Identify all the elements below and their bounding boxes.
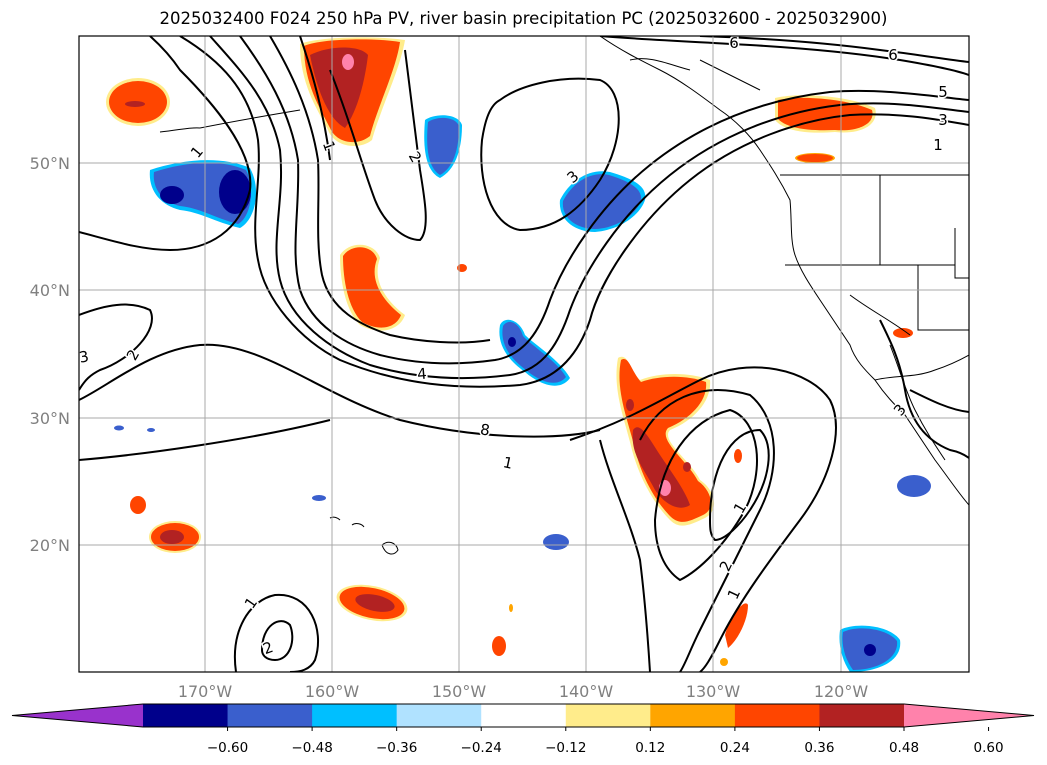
colorbar-outline (11, 703, 1035, 728)
precip-blob-positive (509, 604, 513, 612)
lat-label-20n: 20°N (30, 536, 70, 555)
colorbar: −0.60 −0.48 −0.36 −0.24 −0.12 0.12 0.24 0.36 0.4… (11, 703, 1035, 756)
lon-label-160w: 160°W (305, 682, 360, 701)
gridlines (79, 36, 969, 672)
contour-label: 1 (933, 136, 943, 154)
colorbar-bin (734, 704, 820, 727)
lon-label-120w: 120°W (814, 682, 869, 701)
map-frame (78, 35, 970, 673)
precip-blob-positive (492, 636, 506, 656)
precip-blob-negative (147, 428, 155, 432)
lat-label-50n: 50°N (30, 154, 70, 173)
contour-label: 8 (479, 420, 491, 439)
colorbar-bin (481, 704, 567, 727)
precip-blob-negative (114, 425, 124, 431)
colorbar-extend-low (12, 704, 143, 727)
colorbar-bin (227, 704, 313, 727)
precip-blob-positive (616, 356, 715, 526)
colorbar-bin (396, 704, 482, 727)
contour-label: 5 (938, 83, 948, 101)
precip-blob-negative (312, 495, 326, 501)
precip-blob-negative (424, 115, 462, 178)
precip-blob-negative (499, 319, 570, 386)
colorbar-tick-label: 0.60 (974, 740, 1004, 756)
longitude-labels: 170°W 160°W 150°W 140°W 130°W 120°W (178, 682, 869, 701)
precip-blob-negative (897, 475, 931, 497)
colorbar-tick-label: −0.60 (207, 740, 248, 756)
colorbar-bin (650, 704, 736, 727)
precip-blob-negative (839, 625, 901, 672)
colorbar-bin (143, 704, 229, 727)
precip-blob-negative (559, 171, 646, 232)
precip-blob-positive (725, 603, 748, 648)
lon-label-140w: 140°W (559, 682, 614, 701)
precip-blob-positive (340, 244, 405, 331)
lon-label-150w: 150°W (432, 682, 487, 701)
precip-blob-positive (336, 584, 408, 622)
colorbar-tick-label: 0.24 (720, 740, 750, 756)
precip-blob-positive (130, 496, 146, 514)
colorbar-tick-label: −0.48 (291, 740, 332, 756)
contour-label: 6 (888, 46, 898, 64)
colorbar-bin (565, 704, 651, 727)
colorbar-tick-label: 0.36 (804, 740, 834, 756)
colorbar-tick-label: 0.48 (889, 740, 919, 756)
colorbar-tick-label: −0.24 (461, 740, 502, 756)
lat-label-40n: 40°N (30, 281, 70, 300)
colorbar-extend-high (904, 704, 1034, 727)
contour-label: 3 (938, 111, 948, 129)
colorbar-bin (819, 704, 905, 727)
coastlines (159, 36, 969, 555)
colorbar-tick-label: 0.12 (635, 740, 665, 756)
colorbar-tick-label: −0.12 (545, 740, 586, 756)
colorbar-bin (312, 704, 398, 727)
precip-blob-positive (149, 521, 201, 553)
precip-blob-positive (734, 449, 742, 463)
lat-label-30n: 30°N (30, 409, 70, 428)
precip-blob-positive (300, 37, 405, 146)
contour-label: 4 (416, 365, 427, 384)
precip-anomalies (106, 37, 931, 672)
colorbar-tick-label: −0.36 (376, 740, 417, 756)
lon-label-130w: 130°W (686, 682, 741, 701)
precip-blob-positive (720, 658, 728, 666)
precip-blob-negative (543, 534, 569, 550)
precip-blob-negative (149, 160, 257, 228)
latitude-labels: 50°N 40°N 30°N 20°N (30, 154, 70, 555)
contour-label: 6 (729, 34, 739, 52)
lon-label-170w: 170°W (178, 682, 233, 701)
precip-blob-positive (106, 78, 170, 126)
map-title: 2025032400 F024 250 hPa PV, river basin … (159, 9, 888, 28)
